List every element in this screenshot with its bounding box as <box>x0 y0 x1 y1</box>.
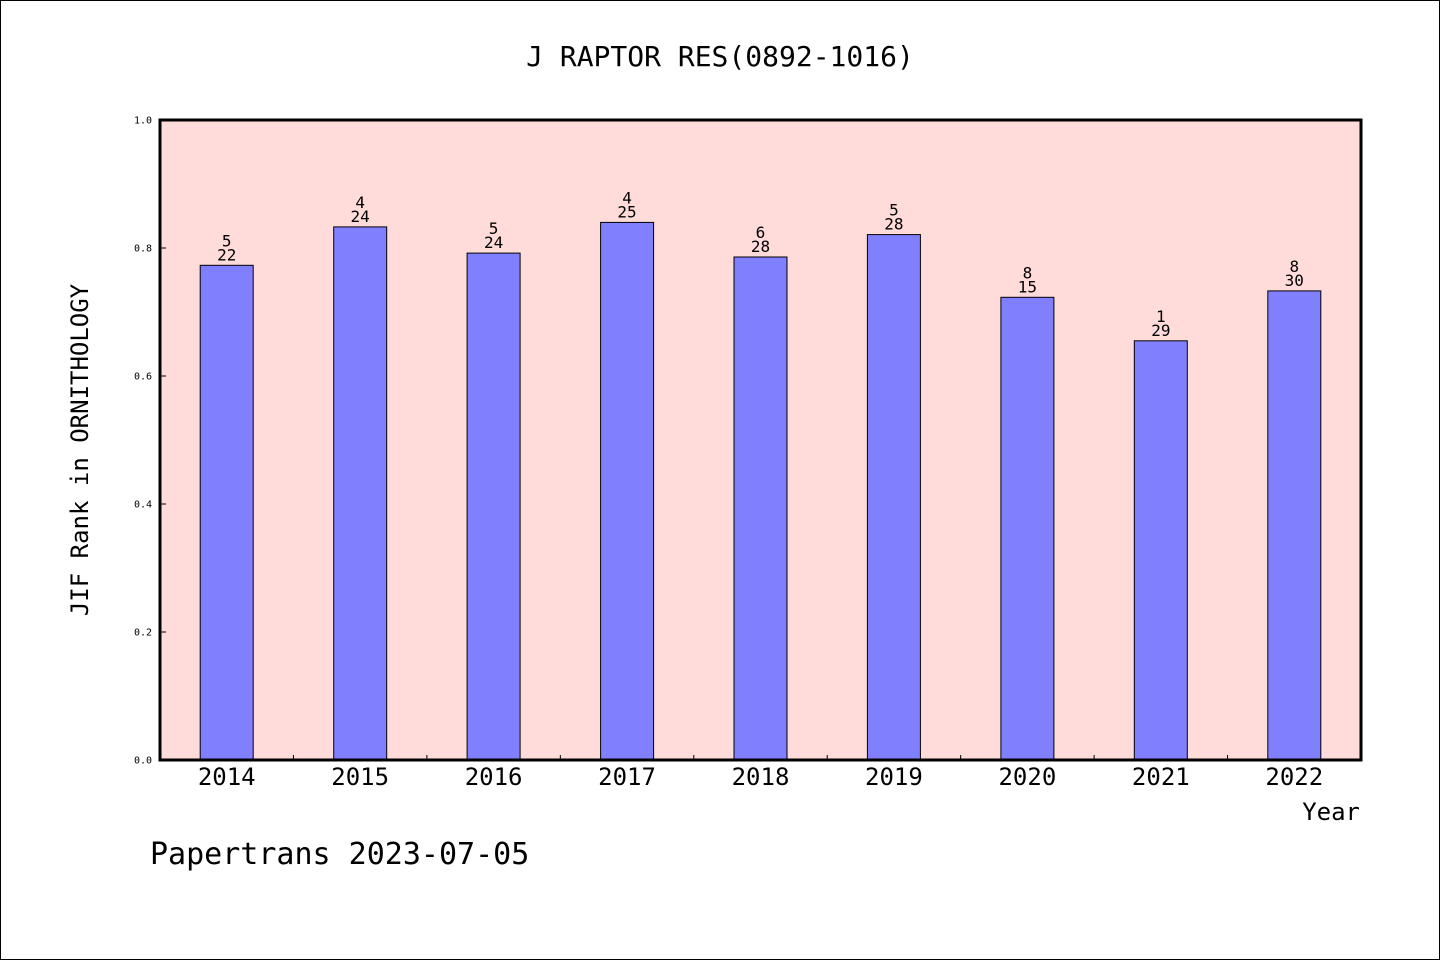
bar-label-top: 4 <box>355 193 365 212</box>
bar-label-bottom: 22 <box>217 245 236 264</box>
bar-label-top: 5 <box>889 201 899 220</box>
y-tick-label: 0.2 <box>134 628 152 639</box>
bar-label-top: 4 <box>622 188 632 207</box>
bar-label-top: 1 <box>1156 307 1166 326</box>
bar <box>1267 290 1322 761</box>
y-axis-title: JIF Rank in ORNITHOLOGY <box>66 283 94 616</box>
x-tick-label: 2019 <box>865 763 923 791</box>
bar-label-bottom: 15 <box>1018 277 1037 296</box>
bar-label-bottom: 28 <box>884 215 903 234</box>
x-tick-label: 2014 <box>198 763 256 791</box>
x-tick-label: 2020 <box>998 763 1056 791</box>
y-tick-label: 1.0 <box>134 116 152 127</box>
plot-area: 0.0 0.2 0.4 0.6 0.8 1.0 2014 2015 2016 2017 2018 20… <box>134 116 1363 791</box>
bar <box>466 252 521 761</box>
x-tick-label: 2016 <box>465 763 523 791</box>
bar-label-bottom: 25 <box>617 202 636 221</box>
bar <box>866 234 921 761</box>
bar-label-top: 8 <box>1289 257 1299 276</box>
x-axis-title: Year <box>1302 798 1360 826</box>
bar-label-top: 5 <box>222 231 232 250</box>
bar-label-bottom: 30 <box>1285 271 1304 290</box>
bar-label-top: 5 <box>489 219 499 238</box>
y-tick-label: 0.6 <box>134 372 152 383</box>
chart-title: J RAPTOR RES(0892-1016) <box>526 40 914 73</box>
x-tick-label: 2018 <box>732 763 790 791</box>
bar <box>600 221 655 761</box>
bar <box>333 226 388 761</box>
x-tick-label: 2017 <box>598 763 656 791</box>
y-tick-label: 0.4 <box>134 500 152 511</box>
x-tick-label: 2015 <box>331 763 389 791</box>
bar <box>1133 340 1188 761</box>
footer-note: Papertrans 2023-07-05 <box>150 837 529 872</box>
x-tick-label: 2021 <box>1132 763 1190 791</box>
bar-label-top: 8 <box>1023 263 1033 282</box>
x-tick-label: 2022 <box>1265 763 1323 791</box>
bar-label-bottom: 24 <box>484 233 503 252</box>
bar-label-bottom: 29 <box>1151 321 1170 340</box>
y-tick-label: 0.8 <box>134 244 152 255</box>
bar-label-bottom: 28 <box>751 237 770 256</box>
bar <box>199 264 254 761</box>
bar-label-top: 6 <box>756 223 766 242</box>
bar-label-bottom: 24 <box>351 207 370 226</box>
bar <box>733 256 788 761</box>
plot-frame <box>158 118 1363 762</box>
y-tick-label: 0.0 <box>134 756 152 767</box>
bar <box>1000 296 1055 761</box>
